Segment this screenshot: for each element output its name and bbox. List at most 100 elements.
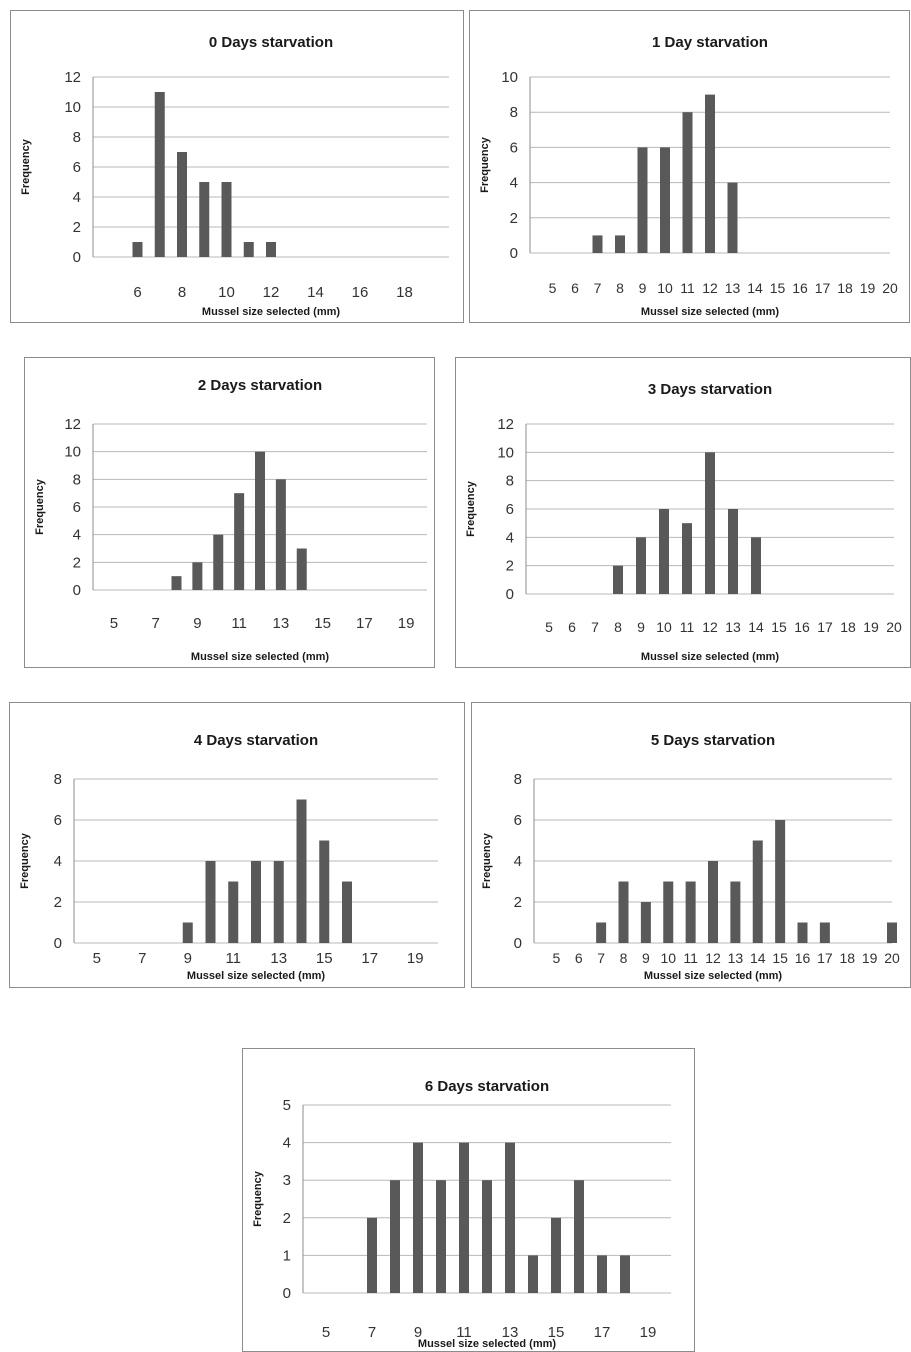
x-axis-label: Mussel size selected (mm) <box>641 651 780 663</box>
y-tick-label: 0 <box>283 1285 291 1302</box>
bar <box>819 922 830 943</box>
bar <box>275 479 286 590</box>
x-tick-label: 19 <box>407 950 424 967</box>
bar <box>296 548 307 590</box>
bar <box>228 881 239 943</box>
bar <box>663 881 674 943</box>
y-tick-label: 2 <box>73 219 81 236</box>
x-tick-label: 5 <box>552 950 560 966</box>
y-tick-label: 3 <box>283 1172 291 1189</box>
y-axis-label: Frequency <box>19 832 31 889</box>
bar <box>154 92 165 257</box>
y-tick-label: 2 <box>73 554 81 571</box>
bar <box>192 562 203 590</box>
bar <box>685 881 696 943</box>
y-tick-label: 0 <box>73 249 81 266</box>
x-axis-label: Mussel size selected (mm) <box>202 306 341 318</box>
chart-svg-2: 0 2 4 6 8 10 12 5 7 9 11 13 15 17 19 2 Days starvation M… <box>34 377 427 663</box>
bar <box>234 493 245 590</box>
x-tick-label: 8 <box>178 284 186 301</box>
x-tick-label: 19 <box>640 1324 657 1341</box>
y-tick-label: 8 <box>506 473 514 490</box>
x-tick-label: 6 <box>571 280 579 296</box>
bar <box>528 1255 538 1293</box>
x-tick-label: 9 <box>414 1324 422 1341</box>
y-tick-label: 6 <box>514 812 522 829</box>
chart-panel-0: 0 2 4 6 8 10 12 6 8 10 12 14 16 18 0 Days starvation Mu… <box>10 10 464 323</box>
chart-title: 1 Day starvation <box>652 34 768 51</box>
x-tick-label: 11 <box>680 280 695 296</box>
x-tick-label: 11 <box>456 1324 472 1341</box>
x-tick-label: 16 <box>794 619 810 635</box>
y-tick-label: 0 <box>54 935 62 952</box>
y-tick-label: 12 <box>497 416 514 433</box>
y-tick-label: 0 <box>506 586 514 603</box>
bar <box>730 881 741 943</box>
x-tick-label: 16 <box>352 284 369 301</box>
x-tick-label: 17 <box>815 280 831 296</box>
x-tick-label: 6 <box>568 619 576 635</box>
x-tick-label: 9 <box>637 619 645 635</box>
x-tick-label: 20 <box>884 950 900 966</box>
x-tick-label: 8 <box>614 619 622 635</box>
chart-title: 0 Days starvation <box>209 34 333 51</box>
bar <box>199 182 210 257</box>
bar <box>640 902 651 943</box>
x-tick-label: 16 <box>795 950 811 966</box>
x-tick-label: 7 <box>138 950 146 967</box>
y-tick-label: 2 <box>283 1210 291 1227</box>
bar <box>751 537 761 594</box>
chart-title: 6 Days starvation <box>425 1078 549 1095</box>
bar <box>887 922 897 943</box>
y-axis-label: Frequency <box>465 480 477 537</box>
bar <box>459 1142 469 1293</box>
x-tick-label: 15 <box>770 280 786 296</box>
chart-svg-0: 0 2 4 6 8 10 12 6 8 10 12 14 16 18 0 Days starvation Mu… <box>20 34 449 318</box>
y-tick-label: 2 <box>506 558 514 575</box>
bar <box>660 147 670 253</box>
y-tick-label: 4 <box>514 853 522 870</box>
x-tick-label: 17 <box>817 619 833 635</box>
x-tick-label: 13 <box>728 950 744 966</box>
y-tick-label: 4 <box>73 189 81 206</box>
x-tick-label: 12 <box>705 950 721 966</box>
bar <box>436 1180 446 1293</box>
y-tick-label: 8 <box>73 129 81 146</box>
x-tick-label: 18 <box>396 284 413 301</box>
bar <box>413 1142 423 1293</box>
x-tick-label: 7 <box>368 1324 376 1341</box>
bar <box>221 182 232 257</box>
bar <box>266 242 276 257</box>
y-tick-label: 6 <box>510 139 518 156</box>
x-axis-label: Mussel size selected (mm) <box>644 970 783 982</box>
x-tick-label: 17 <box>356 615 373 632</box>
x-tick-label: 12 <box>702 619 718 635</box>
bar <box>171 576 182 590</box>
y-axis-label: Frequency <box>20 138 32 195</box>
x-tick-label: 15 <box>772 950 788 966</box>
y-tick-label: 0 <box>73 582 81 599</box>
x-tick-label: 17 <box>361 950 378 967</box>
y-tick-label: 0 <box>514 935 522 952</box>
y-tick-label: 12 <box>64 69 81 86</box>
bar <box>205 861 216 943</box>
x-tick-label: 7 <box>597 950 605 966</box>
x-tick-label: 13 <box>273 615 290 632</box>
y-tick-label: 4 <box>506 529 514 546</box>
bar <box>596 922 607 943</box>
x-tick-label: 19 <box>862 950 878 966</box>
x-tick-label: 10 <box>656 619 672 635</box>
x-tick-label: 12 <box>263 284 280 301</box>
x-tick-label: 12 <box>702 280 718 296</box>
x-tick-label: 11 <box>683 950 698 966</box>
x-axis-label: Mussel size selected (mm) <box>418 1338 557 1350</box>
bar <box>637 147 648 253</box>
chart-title: 5 Days starvation <box>651 732 775 749</box>
chart-title: 3 Days starvation <box>648 381 772 398</box>
y-tick-label: 10 <box>64 99 81 116</box>
chart-title: 4 Days starvation <box>194 732 318 749</box>
x-tick-label: 11 <box>225 950 241 967</box>
bar <box>752 840 763 943</box>
